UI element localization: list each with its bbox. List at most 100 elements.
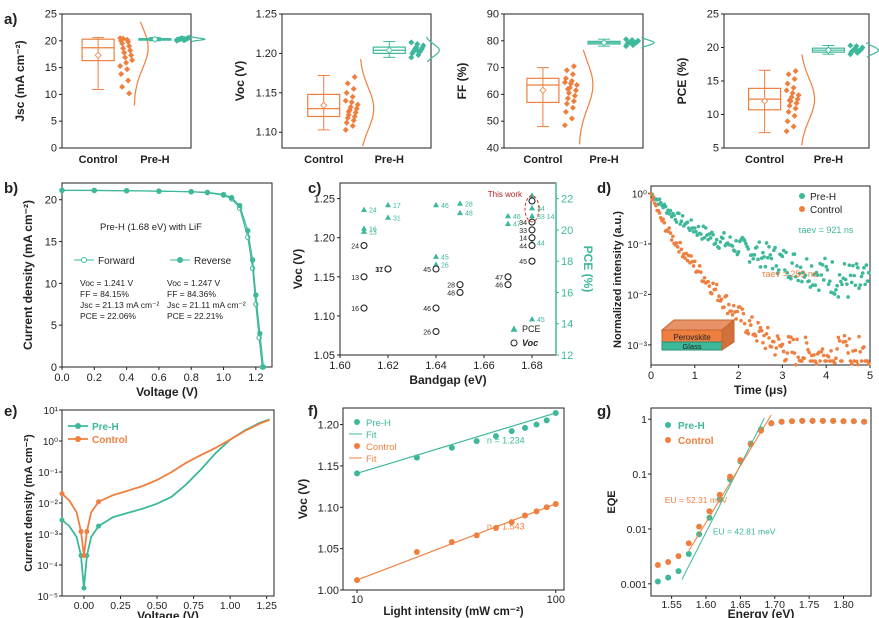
data-point [818,359,822,363]
y-tick-label: 10⁻² [627,290,647,301]
data-point [564,95,571,102]
data-point [671,234,675,239]
data-point [753,334,758,338]
data-point [819,273,824,277]
data-point [415,48,422,55]
x-tick-label: 1 [692,370,698,382]
data-point [96,523,102,529]
data-point [249,257,256,263]
data-point [260,364,267,370]
data-point [663,204,668,209]
y-axis-label: Current density (mA cm⁻²) [23,434,35,572]
data-point [746,331,751,336]
y-tick-label: 1.15 [314,272,335,284]
data-point [780,254,785,259]
data-point [734,317,738,321]
point-label: 26 [441,262,449,269]
data-point [714,237,719,242]
data-point [801,270,805,275]
data-point [860,271,865,275]
data-point [739,318,743,323]
stats-text: PCE = 22.21% [167,311,223,321]
legend-marker [665,422,671,428]
data-point [866,362,871,366]
data-point [746,247,751,251]
data-point [347,104,354,111]
data-point [728,235,732,239]
data-point [752,253,757,257]
data-point [845,282,849,286]
legend-label: Control [810,205,842,216]
data-point [859,359,864,363]
data-point [124,66,131,73]
data-point [837,272,842,277]
data-point [815,273,820,277]
data-point [744,241,748,246]
data-point [820,347,825,351]
x-category-label: Pre-H [814,154,843,166]
data-point [343,119,350,126]
y-tick-label: 0.1 [632,469,647,481]
x-tick-label: 4 [823,370,829,382]
density-curve [865,42,879,58]
data-point [348,99,355,106]
data-point [457,200,463,206]
data-point [845,343,849,348]
data-point [432,265,440,273]
legend-marker [75,436,81,442]
data-point [846,351,850,355]
legend-marker [81,257,87,263]
data-point [245,227,251,234]
data-point [563,67,570,74]
data-point [849,280,854,285]
y-tick-label: 20 [45,195,57,207]
plot-frame [650,407,872,597]
y-tick-label: 1.15 [256,87,277,99]
data-point [736,250,741,254]
y-tick-label: 0.01 [627,524,648,536]
data-point [665,558,672,565]
data-point [492,524,499,531]
data-point [654,562,661,569]
y-tick-label: 1.15 [318,461,339,473]
y-tick-label: 0 [51,362,57,374]
data-point [761,340,765,345]
data-point [570,98,577,105]
data-point [528,226,536,234]
data-point [543,504,550,511]
data-point [865,279,870,283]
data-point [96,499,102,505]
legend-label: Fit [366,454,377,465]
data-point [790,261,794,265]
data-point [764,331,769,336]
data-point [504,273,512,281]
x-category-label: Control [304,154,343,166]
data-point [851,263,855,268]
point-label: 33 14 [537,214,555,221]
point-label: 45 [537,317,545,324]
box-iqr [307,93,341,118]
data-point [850,418,857,425]
x-tick-label: 1.0 [216,372,231,384]
data-point [505,220,511,227]
fit-label: n = 1.234 [487,436,525,446]
data-point [795,264,799,268]
data-point [866,270,871,275]
data-point [768,253,773,257]
y-tick-label: 90 [487,9,499,21]
data-point [128,52,135,59]
legend-label: Pre-H [92,422,119,433]
data-point [788,418,795,425]
y-tick-label: 1.20 [256,48,277,60]
data-point [819,349,824,354]
data-point [342,126,349,133]
x-category-label: Control [523,154,562,166]
data-point [413,548,420,555]
y-tick-label: 0.001 [621,579,647,591]
y-right-tick-label: 18 [561,256,573,268]
data-point [552,409,559,416]
data-point [156,188,162,194]
data-point [521,512,528,519]
data-point [448,539,455,546]
data-point [802,356,807,361]
